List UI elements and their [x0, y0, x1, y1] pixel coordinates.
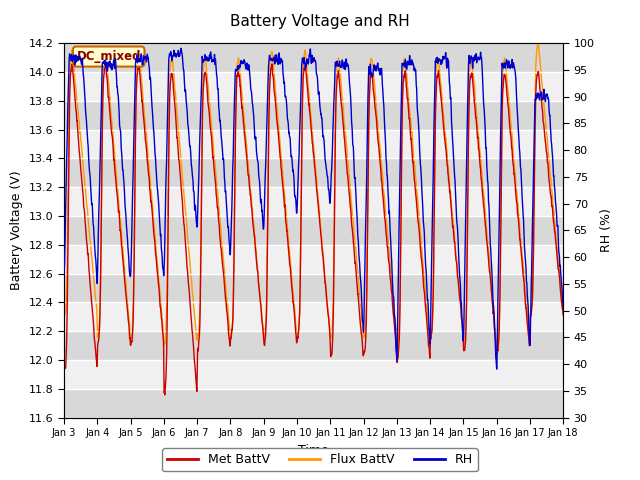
Bar	[64, 274, 563, 302]
Bar	[64, 101, 563, 130]
Bar	[64, 72, 563, 101]
Bar	[64, 43, 563, 72]
Bar	[64, 389, 563, 418]
Bar	[64, 302, 563, 331]
Legend: Met BattV, Flux BattV, RH: Met BattV, Flux BattV, RH	[162, 448, 478, 471]
Bar	[64, 158, 563, 187]
Text: Battery Voltage and RH: Battery Voltage and RH	[230, 14, 410, 29]
Text: DC_mixed: DC_mixed	[77, 50, 141, 63]
Bar	[64, 245, 563, 274]
Bar	[64, 360, 563, 389]
Bar	[64, 187, 563, 216]
Bar	[64, 130, 563, 158]
Y-axis label: RH (%): RH (%)	[600, 208, 613, 252]
Bar	[64, 331, 563, 360]
Bar	[64, 216, 563, 245]
Y-axis label: Battery Voltage (V): Battery Voltage (V)	[10, 170, 23, 290]
X-axis label: Time: Time	[298, 444, 329, 456]
